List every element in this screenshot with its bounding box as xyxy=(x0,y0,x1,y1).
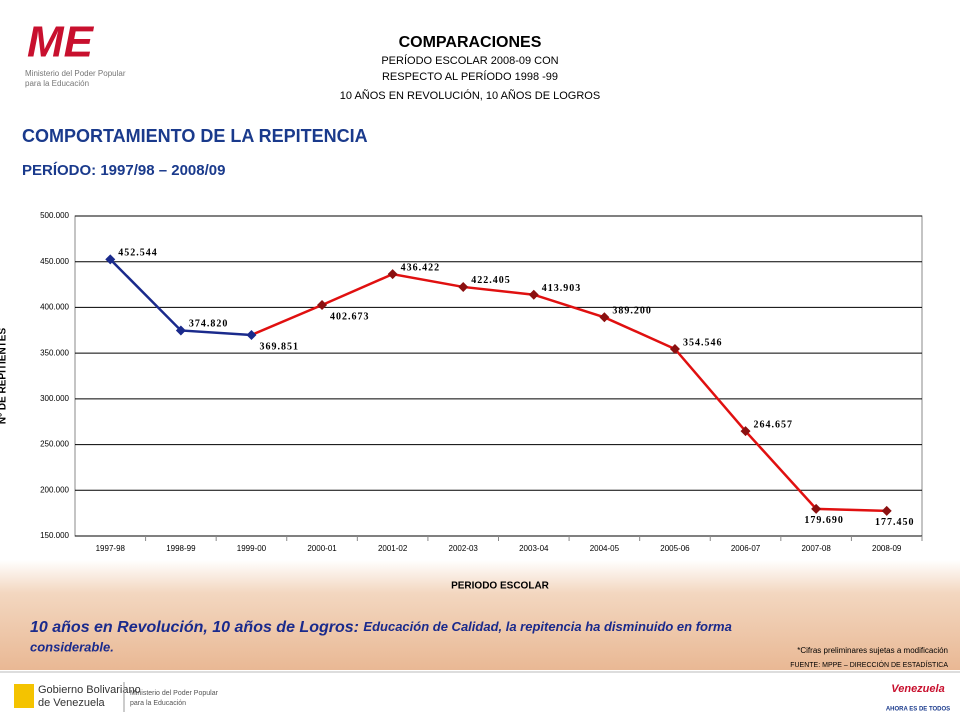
x-tick-label: 2001-02 xyxy=(378,544,408,553)
logo: ME xyxy=(27,18,95,67)
message: 10 años en Revolución, 10 años de Logros… xyxy=(30,619,732,636)
footer-text: para la Educación xyxy=(130,700,186,707)
y-tick-label: 250.000 xyxy=(40,440,69,449)
marker xyxy=(528,289,539,300)
data-label: 389.200 xyxy=(612,306,652,317)
data-label: 177.450 xyxy=(875,517,915,528)
x-tick-label: 2007-08 xyxy=(801,544,831,553)
footer-text: Gobierno Bolivariano xyxy=(38,684,141,696)
data-label: 374.820 xyxy=(189,319,229,330)
x-tick-label: 1999-00 xyxy=(237,544,267,553)
data-label: 436.422 xyxy=(401,262,441,273)
flag-icon xyxy=(14,684,34,708)
header-line: 10 AÑOS EN REVOLUCIÓN, 10 AÑOS DE LOGROS xyxy=(340,89,600,102)
data-label: 413.903 xyxy=(542,283,582,294)
source: FUENTE: MPPE – DIRECCIÓN DE ESTADÍSTICA xyxy=(790,660,948,669)
x-tick-label: 1997-98 xyxy=(96,544,126,553)
x-tick-label: 2000-01 xyxy=(307,544,337,553)
y-axis-label: N° DE REPITIENTES xyxy=(0,328,9,425)
marker xyxy=(317,299,328,310)
x-tick-label: 2006-07 xyxy=(731,544,761,553)
data-label: 264.657 xyxy=(754,419,794,430)
logo-text: para la Educación xyxy=(25,79,89,88)
data-label: 422.405 xyxy=(471,275,511,286)
marker xyxy=(387,269,398,280)
data-label: 452.544 xyxy=(118,248,157,259)
footer-text: de Venezuela xyxy=(38,697,106,709)
footer-band xyxy=(0,670,960,720)
marker xyxy=(811,503,822,514)
message-body: Educación de Calidad, la repitencia ha d… xyxy=(363,619,731,634)
y-tick-label: 450.000 xyxy=(40,257,69,266)
hands-photo xyxy=(0,560,960,670)
marker xyxy=(599,312,610,323)
marker xyxy=(175,325,186,336)
header-line: RESPECTO AL PERÍODO 1998 -99 xyxy=(382,70,558,83)
data-label: 402.673 xyxy=(330,311,370,322)
marker xyxy=(458,281,469,292)
data-label: 179.690 xyxy=(804,515,844,526)
x-tick-label: 2002-03 xyxy=(449,544,479,553)
marker xyxy=(246,329,257,340)
y-tick-label: 150.000 xyxy=(40,531,69,540)
x-axis-label: PERIODO ESCOLAR xyxy=(451,581,550,592)
y-tick-label: 400.000 xyxy=(40,303,69,312)
header-title: COMPARACIONES xyxy=(399,34,542,51)
chart-title: COMPORTAMIENTO DE LA REPITENCIA xyxy=(22,126,368,146)
data-label: 354.546 xyxy=(683,337,723,348)
message-lead: 10 años en Revolución, 10 años de Logros… xyxy=(30,619,359,636)
x-tick-label: 1998-99 xyxy=(166,544,196,553)
y-tick-label: 200.000 xyxy=(40,485,69,494)
x-tick-label: 2003-04 xyxy=(519,544,549,553)
slogan: AHORA ES DE TODOS xyxy=(886,707,950,713)
message-body: considerable. xyxy=(30,639,114,654)
y-tick-label: 500.000 xyxy=(40,211,69,220)
y-tick-label: 350.000 xyxy=(40,348,69,357)
header-line: PERÍODO ESCOLAR 2008-09 CON xyxy=(381,54,558,67)
marker xyxy=(669,343,680,354)
x-tick-label: 2008-09 xyxy=(872,544,902,553)
marker xyxy=(740,426,751,437)
marker xyxy=(881,505,892,516)
line-piece xyxy=(250,272,887,513)
note: *Cifras preliminares sujetas a modificac… xyxy=(797,646,948,655)
plot-area xyxy=(74,215,923,537)
x-tick-label: 2005-06 xyxy=(660,544,690,553)
footer-text: Ministerio del Poder Popular xyxy=(130,690,219,697)
data-label: 369.851 xyxy=(259,341,299,352)
brand: Venezuela xyxy=(891,683,944,695)
chart-subtitle: PERÍODO: 1997/98 – 2008/09 xyxy=(22,162,225,179)
y-tick-label: 300.000 xyxy=(40,394,69,403)
marker xyxy=(105,254,116,265)
x-tick-label: 2004-05 xyxy=(590,544,620,553)
logo-text: Ministerio del Poder Popular xyxy=(25,69,126,78)
